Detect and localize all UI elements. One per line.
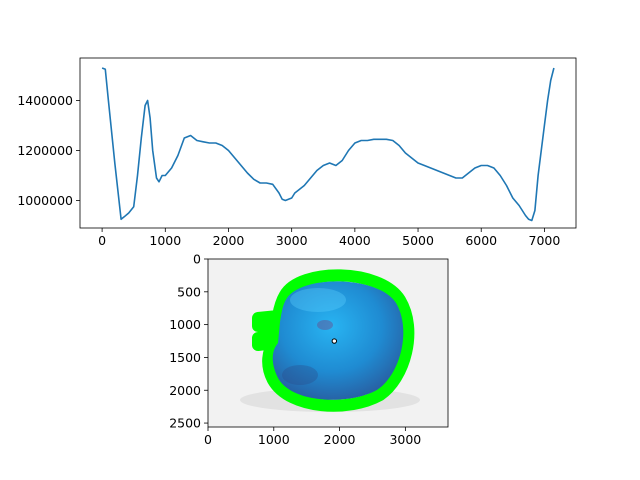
y-tick-label: 2000	[169, 383, 201, 398]
y-tick-label: 1000000	[17, 193, 73, 208]
y-tick-label: 1400000	[17, 93, 73, 108]
y-tick-label: 1500	[169, 350, 201, 365]
image-chart-frame	[207, 258, 449, 428]
x-tick-label: 2000	[213, 233, 245, 248]
fruit-highlight	[290, 288, 346, 312]
y-tick-label: 1000	[169, 317, 201, 332]
line-chart-y-axis: 1000000 1200000 1400000	[17, 93, 80, 208]
y-tick-label: 1200000	[17, 143, 73, 158]
fruit-contour	[252, 269, 415, 412]
x-tick-label: 0	[204, 432, 212, 447]
y-tick-label: 500	[177, 284, 201, 299]
x-tick-label: 2000	[324, 432, 356, 447]
line-chart: 0 1000 2000 3000 4000 5000 6000 7000 1000000 120…	[17, 57, 577, 248]
x-tick-label: 7000	[529, 233, 561, 248]
x-tick-label: 0	[98, 233, 106, 248]
centroid-point	[331, 338, 338, 344]
fruit-dark-patch	[317, 320, 333, 330]
y-tick-label: 0	[193, 252, 201, 267]
x-tick-label: 1000	[149, 233, 181, 248]
x-tick-label: 4000	[339, 233, 371, 248]
line-chart-frame	[79, 57, 577, 229]
x-tick-label: 3000	[276, 233, 308, 248]
centroid-marker	[331, 338, 338, 344]
y-tick-label: 2500	[169, 416, 201, 431]
fruit-dark-patch	[282, 365, 318, 385]
image-chart-x-axis: 0 1000 2000 3000	[204, 427, 421, 447]
line-chart-x-axis: 0 1000 2000 3000 4000 5000 6000 7000	[98, 228, 560, 248]
x-tick-label: 5000	[402, 233, 434, 248]
image-chart-y-axis: 0 500 1000 1500 2000 2500	[169, 252, 208, 431]
fruit	[272, 281, 404, 400]
x-tick-label: 3000	[389, 432, 421, 447]
x-tick-label: 6000	[465, 233, 497, 248]
series-line-0	[101, 67, 555, 222]
x-tick-label: 1000	[258, 432, 290, 447]
image-chart: 0 1000 2000 3000 0 500 1000 1500 2000 2500	[169, 252, 449, 447]
